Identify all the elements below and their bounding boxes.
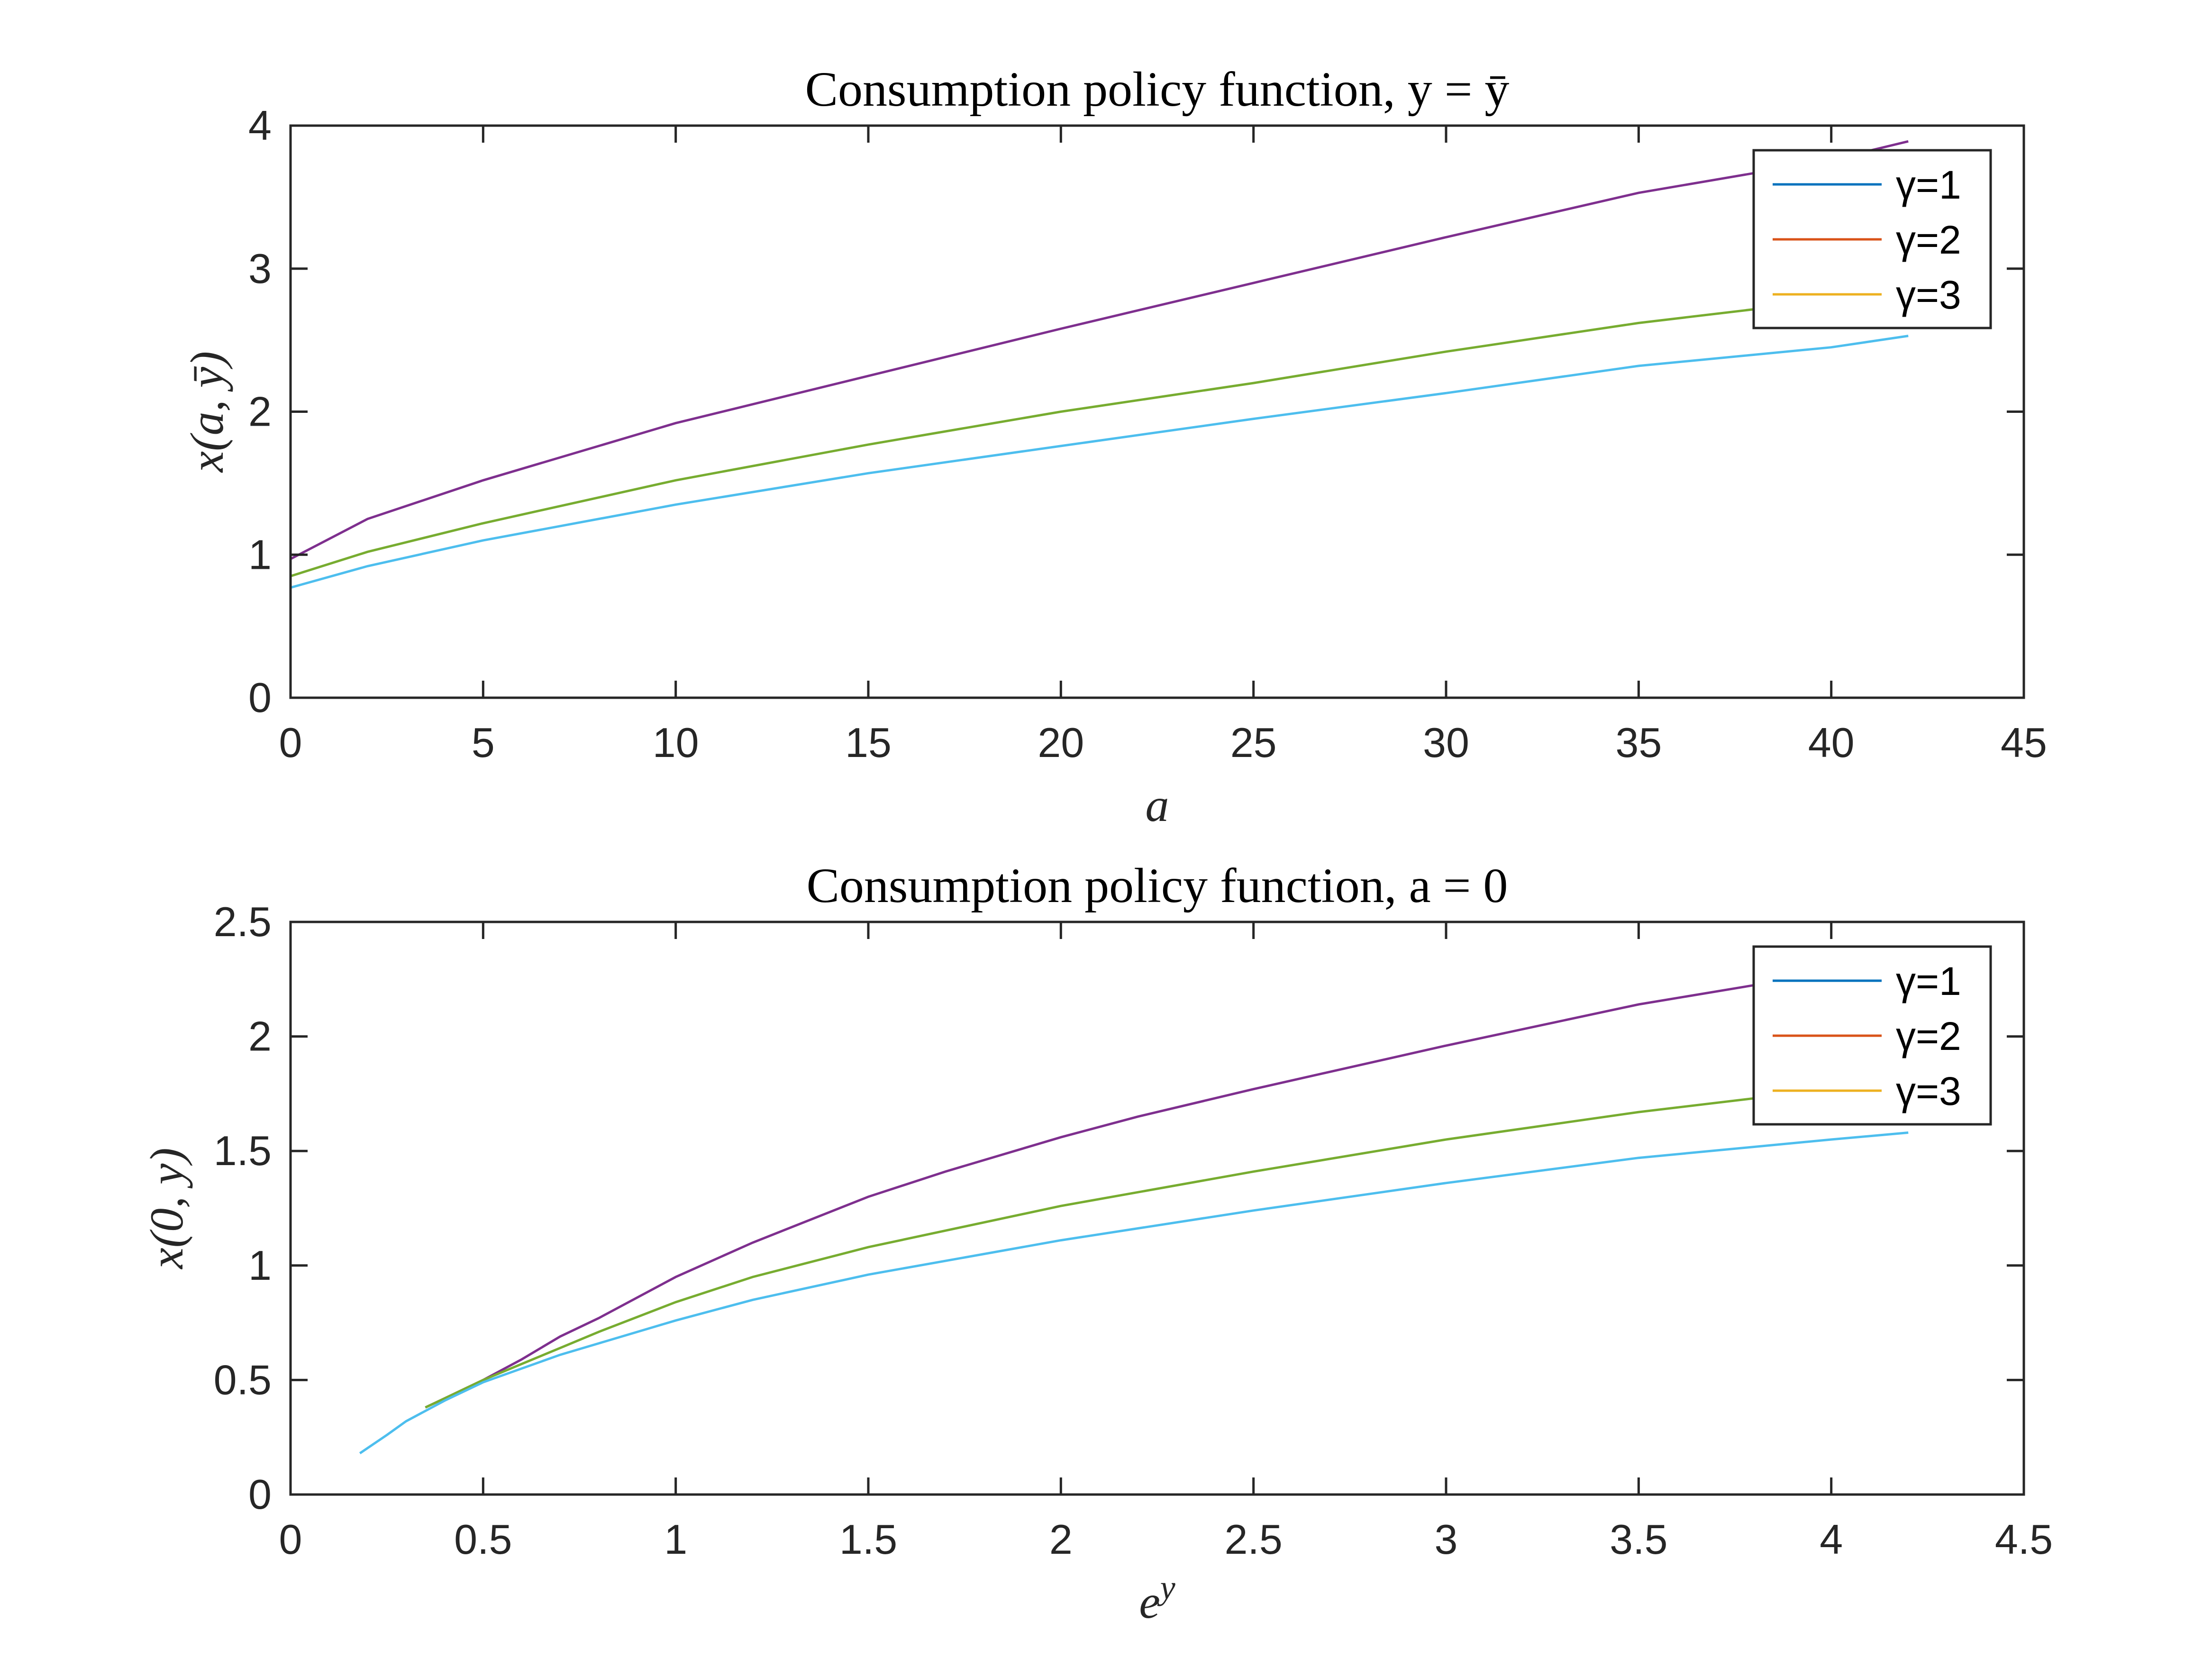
y-tick-label: 0 [248,1471,272,1518]
y-tick-label: 0 [248,674,272,721]
axes-frame [289,921,2025,1496]
plot-area [291,126,2024,698]
series-line-3 [290,335,1909,589]
y-tick-label: 3 [248,245,272,292]
y-axis-label: x(a, ȳ) [181,351,233,473]
x-tick-label: 15 [845,719,892,766]
y-tick-label: 1 [248,1242,272,1289]
y-tick-label: 1 [248,531,272,578]
x-tick-label: 3.5 [1610,1516,1667,1563]
legend-entry: γ=1 [1896,163,1961,207]
bottom-chart-panel: 0 0.5 1 1.5 2 2.5 3 3.5 4 4.5 0 0.5 1 1.5 2 2.5 Consumpt… [140,858,2053,1628]
x-tick-label: 4 [1820,1516,1843,1563]
series-line-2 [290,290,1909,577]
x-tick-label: 20 [1038,719,1084,766]
legend: γ=1 γ=2 γ=3 [1752,945,1992,1126]
legend-entry: γ=2 [1896,218,1961,262]
y-tick-label: 2 [248,388,272,435]
x-tick-label: 25 [1230,719,1277,766]
y-axis-label: x(0, y) [140,1148,193,1269]
x-tick-label: 4.5 [1995,1516,2053,1563]
plot-area [291,922,2024,1495]
x-tick-label: 5 [472,719,495,766]
x-tick-label: 1 [664,1516,687,1563]
x-tick-label: 0 [279,1516,302,1563]
x-tick-label: 0 [279,719,302,766]
x-tick-label: 30 [1423,719,1469,766]
y-tick-label: 2.5 [214,898,272,945]
legend-entry: γ=2 [1896,1014,1961,1058]
series-line-1 [425,955,1909,1409]
chart-title: Consumption policy function, a = 0 [807,858,1508,913]
series-line-3 [359,1131,1909,1455]
legend-entry: γ=3 [1896,273,1961,317]
x-tick-label: 35 [1615,719,1662,766]
x-axis-label: a [1146,779,1169,831]
series-line-2 [425,1078,1909,1409]
x-tick-label: 10 [653,719,699,766]
y-tick-label: 4 [248,102,272,149]
legend-entry: γ=1 [1896,959,1961,1003]
x-tick-label: 3 [1435,1516,1458,1563]
x-axis-label: ey [1139,1568,1175,1628]
x-tick-label: 2 [1049,1516,1073,1563]
x-tick-label: 2.5 [1224,1516,1282,1563]
y-tick-label: 0.5 [214,1356,272,1403]
x-tick-label: 0.5 [454,1516,512,1563]
legend: γ=1 γ=2 γ=3 [1752,149,1992,329]
top-chart-panel: 0 5 10 15 20 25 30 35 40 45 0 1 2 3 4 Consumption polic… [181,62,2047,831]
chart-title: Consumption policy function, y = ȳ [805,62,1510,117]
legend-entry: γ=3 [1896,1069,1961,1113]
y-tick-label: 2 [248,1013,272,1060]
x-tick-label: 45 [2001,719,2047,766]
series-line-1 [290,140,1909,560]
x-tick-label: 1.5 [839,1516,897,1563]
x-tick-label: 40 [1808,719,1855,766]
y-tick-label: 1.5 [214,1127,272,1174]
